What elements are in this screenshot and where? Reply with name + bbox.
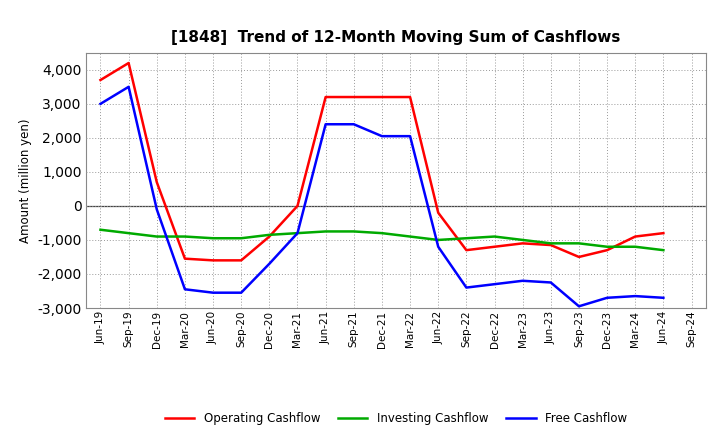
Investing Cashflow bbox=[181, 234, 189, 239]
Investing Cashflow bbox=[321, 229, 330, 234]
Operating Cashflow bbox=[406, 95, 415, 100]
Operating Cashflow bbox=[631, 234, 639, 239]
Investing Cashflow bbox=[490, 234, 499, 239]
Free Cashflow bbox=[518, 278, 527, 283]
Investing Cashflow bbox=[265, 232, 274, 238]
Investing Cashflow bbox=[575, 241, 583, 246]
Investing Cashflow bbox=[518, 237, 527, 242]
Operating Cashflow bbox=[518, 241, 527, 246]
Free Cashflow bbox=[546, 280, 555, 285]
Operating Cashflow bbox=[237, 258, 246, 263]
Operating Cashflow bbox=[96, 77, 105, 83]
Free Cashflow bbox=[462, 285, 471, 290]
Investing Cashflow bbox=[546, 241, 555, 246]
Free Cashflow bbox=[96, 101, 105, 106]
Free Cashflow bbox=[321, 121, 330, 127]
Operating Cashflow bbox=[659, 231, 667, 236]
Free Cashflow bbox=[349, 121, 358, 127]
Operating Cashflow bbox=[265, 234, 274, 239]
Operating Cashflow bbox=[153, 180, 161, 185]
Investing Cashflow bbox=[237, 235, 246, 241]
Investing Cashflow bbox=[349, 229, 358, 234]
Free Cashflow bbox=[406, 133, 415, 139]
Free Cashflow bbox=[153, 207, 161, 212]
Operating Cashflow bbox=[462, 248, 471, 253]
Investing Cashflow bbox=[603, 244, 611, 249]
Investing Cashflow bbox=[631, 244, 639, 249]
Free Cashflow bbox=[631, 293, 639, 299]
Investing Cashflow bbox=[462, 235, 471, 241]
Investing Cashflow bbox=[96, 227, 105, 232]
Investing Cashflow bbox=[125, 231, 133, 236]
Operating Cashflow bbox=[293, 203, 302, 209]
Operating Cashflow bbox=[181, 256, 189, 261]
Operating Cashflow bbox=[546, 242, 555, 248]
Operating Cashflow bbox=[575, 254, 583, 260]
Free Cashflow bbox=[181, 286, 189, 292]
Free Cashflow bbox=[575, 304, 583, 309]
Free Cashflow bbox=[377, 133, 386, 139]
Investing Cashflow bbox=[209, 235, 217, 241]
Investing Cashflow bbox=[434, 237, 443, 242]
Operating Cashflow bbox=[490, 244, 499, 249]
Free Cashflow bbox=[434, 244, 443, 249]
Operating Cashflow bbox=[377, 95, 386, 100]
Free Cashflow bbox=[265, 261, 274, 266]
Free Cashflow bbox=[603, 295, 611, 301]
Investing Cashflow bbox=[153, 234, 161, 239]
Operating Cashflow bbox=[349, 95, 358, 100]
Investing Cashflow bbox=[377, 231, 386, 236]
Free Cashflow bbox=[659, 295, 667, 301]
Free Cashflow bbox=[237, 290, 246, 295]
Free Cashflow bbox=[209, 290, 217, 295]
Y-axis label: Amount (million yen): Amount (million yen) bbox=[19, 118, 32, 242]
Operating Cashflow bbox=[125, 60, 133, 66]
Legend: Operating Cashflow, Investing Cashflow, Free Cashflow: Operating Cashflow, Investing Cashflow, … bbox=[160, 407, 632, 430]
Title: [1848]  Trend of 12-Month Moving Sum of Cashflows: [1848] Trend of 12-Month Moving Sum of C… bbox=[171, 29, 621, 45]
Investing Cashflow bbox=[659, 248, 667, 253]
Investing Cashflow bbox=[293, 231, 302, 236]
Free Cashflow bbox=[293, 231, 302, 236]
Line: Investing Cashflow: Investing Cashflow bbox=[101, 230, 663, 250]
Operating Cashflow bbox=[603, 248, 611, 253]
Operating Cashflow bbox=[209, 258, 217, 263]
Free Cashflow bbox=[125, 84, 133, 89]
Operating Cashflow bbox=[434, 210, 443, 215]
Line: Free Cashflow: Free Cashflow bbox=[101, 87, 663, 306]
Operating Cashflow bbox=[321, 95, 330, 100]
Investing Cashflow bbox=[406, 234, 415, 239]
Line: Operating Cashflow: Operating Cashflow bbox=[101, 63, 663, 260]
Free Cashflow bbox=[490, 282, 499, 287]
